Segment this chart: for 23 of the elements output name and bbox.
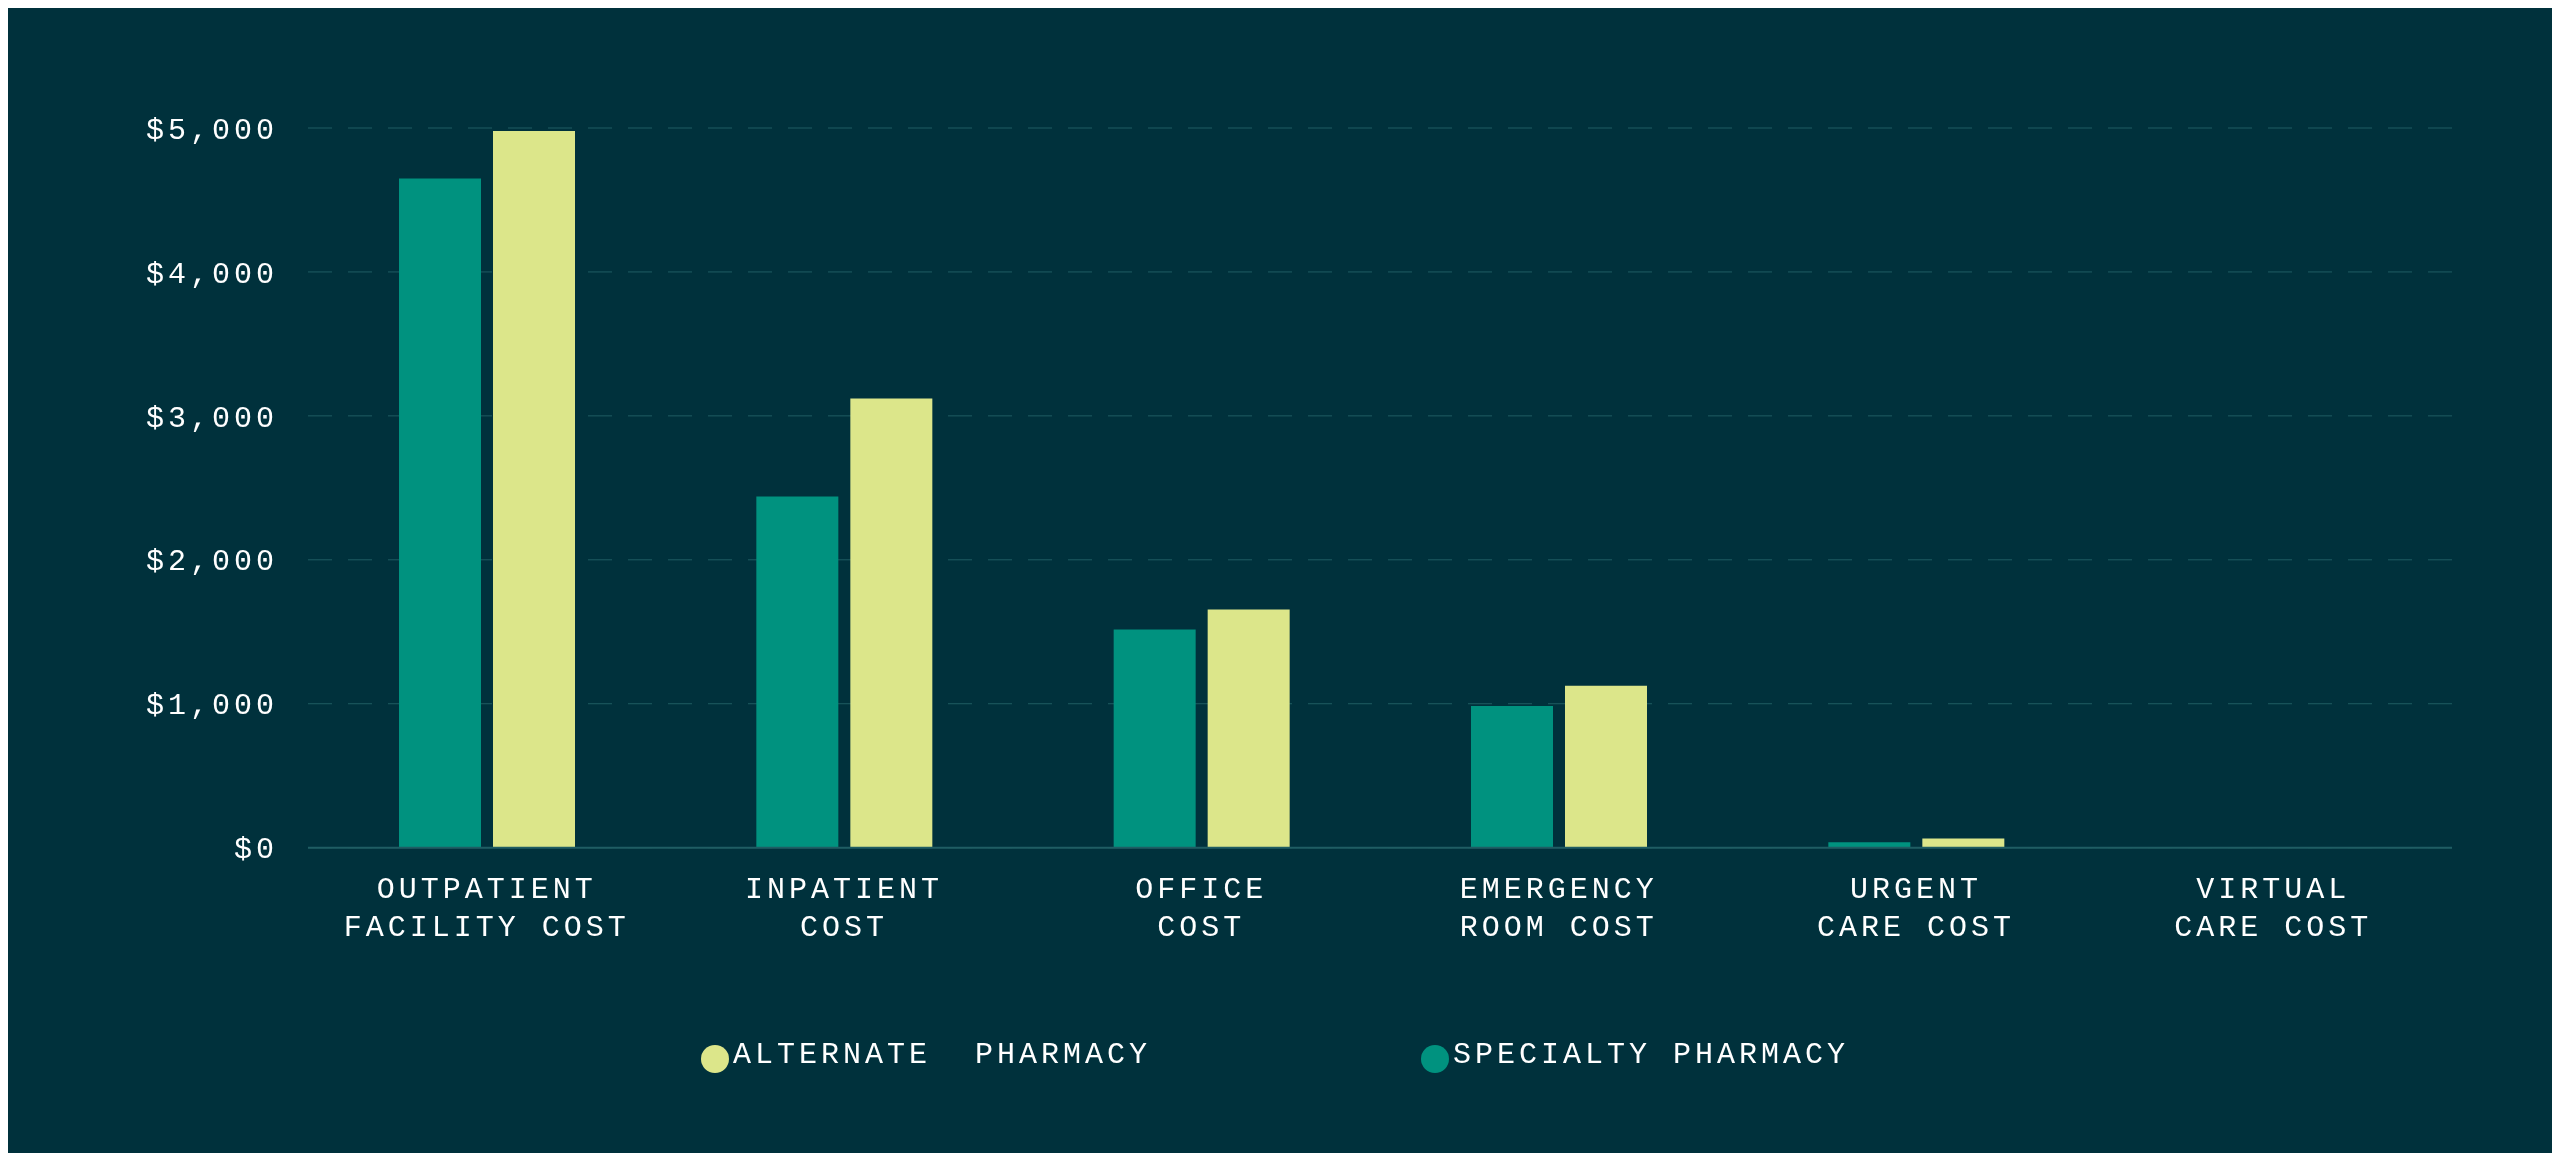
x-tick-label: OUTPATIENT FACILITY COST — [343, 872, 630, 945]
bar — [1828, 842, 1911, 848]
bar — [1565, 685, 1647, 848]
x-tick-label: OFFICE COST — [1135, 872, 1268, 945]
x-tick-label: URGENT CARE COST — [1816, 872, 2016, 945]
x-tick-label: VIRTUAL CARE COST — [2174, 872, 2373, 945]
bar — [399, 178, 481, 848]
bar — [493, 130, 575, 848]
y-tick-label: $2,000 — [145, 545, 278, 580]
bar — [1471, 705, 1553, 848]
y-tick-label: $4,000 — [145, 257, 278, 292]
y-tick-label: $5,000 — [145, 113, 278, 148]
y-tick-label: $3,000 — [145, 401, 278, 436]
x-tick-label: EMERGENCY ROOM COST — [1459, 872, 1658, 945]
x-tick-label: INPATIENT COST — [744, 872, 944, 945]
legend-label: SPECIALTY PHARMACY — [1453, 1037, 1850, 1072]
bar — [850, 398, 933, 848]
y-tick-label: $1,000 — [145, 689, 278, 724]
bar — [756, 496, 839, 848]
bar — [1113, 629, 1196, 848]
y-tick-label: $0 — [233, 833, 278, 868]
bar — [1207, 609, 1290, 848]
legend-label: ALTERNATE PHARMACY — [732, 1037, 1151, 1072]
